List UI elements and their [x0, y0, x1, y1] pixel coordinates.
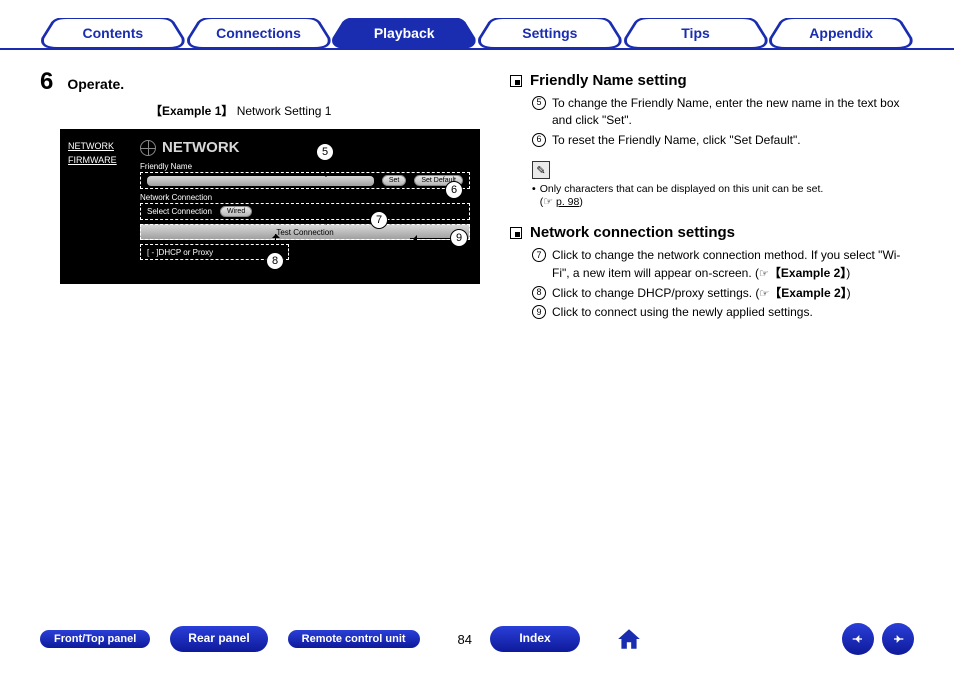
- front-top-panel-button[interactable]: Front/Top panel: [40, 630, 150, 648]
- item-text: To change the Friendly Name, enter the n…: [552, 95, 914, 130]
- friendly-name-input[interactable]: [147, 176, 374, 186]
- item-number: 9: [532, 305, 546, 319]
- select-connection-label: Select Connection: [147, 207, 212, 216]
- item-number: 5: [532, 96, 546, 110]
- screenshot-title: NETWORK: [162, 139, 240, 156]
- next-page-button[interactable]: [882, 623, 914, 655]
- sidebar-link-firmware[interactable]: FIRMWARE: [68, 155, 132, 165]
- item-text: Click to connect using the newly applied…: [552, 304, 813, 321]
- section-network-connection: Network connection settings: [510, 224, 914, 241]
- dhcp-label: [ - ]DHCP or Proxy: [147, 248, 213, 257]
- tab-label: Contents: [83, 25, 144, 41]
- note-bullet: •: [532, 183, 536, 208]
- remote-control-button[interactable]: Remote control unit: [288, 630, 420, 648]
- screenshot-main: NETWORK Friendly Name Set Set Default Ne…: [140, 129, 480, 284]
- screenshot-title-row: NETWORK: [140, 139, 470, 156]
- callout-5: 5: [325, 157, 334, 161]
- item-6: 6 To reset the Friendly Name, click "Set…: [532, 132, 914, 149]
- page-number: 84: [458, 632, 472, 647]
- screenshot-sidebar: NETWORK FIRMWARE: [60, 129, 140, 284]
- home-icon[interactable]: [614, 624, 644, 654]
- page-arrows: [842, 623, 914, 655]
- tab-contents[interactable]: Contents: [40, 18, 186, 48]
- sidebar-link-network[interactable]: NETWORK: [68, 141, 132, 151]
- friendly-name-label: Friendly Name: [140, 162, 470, 171]
- index-button[interactable]: Index: [490, 626, 580, 651]
- note-text: Only characters that can be displayed on…: [540, 183, 824, 195]
- callout-6-number: 6: [445, 181, 463, 199]
- example-caption: 【Example 1】 Network Setting 1: [150, 102, 480, 119]
- callout-9: 9: [410, 229, 468, 247]
- note-line: • Only characters that can be displayed …: [532, 183, 914, 208]
- section-heading: Friendly Name setting: [530, 72, 687, 89]
- item-number: 7: [532, 248, 546, 262]
- section-heading: Network connection settings: [530, 224, 735, 241]
- wired-button[interactable]: Wired: [220, 206, 252, 217]
- tab-label: Connections: [216, 25, 301, 41]
- item-text: To reset the Friendly Name, click "Set D…: [552, 132, 801, 149]
- callout-8-number: 8: [266, 252, 284, 270]
- hand-icon: ☞: [543, 196, 553, 208]
- section-friendly-name: Friendly Name setting: [510, 72, 914, 89]
- tab-appendix[interactable]: Appendix: [768, 18, 914, 48]
- top-tabs: Contents Connections Playback Settings T…: [0, 0, 954, 50]
- item-text: Click to change DHCP/proxy settings. (☞【…: [552, 285, 851, 303]
- globe-icon: [140, 140, 156, 156]
- select-connection-row: Select Connection Wired: [140, 203, 470, 220]
- callout-7: 7: [320, 211, 388, 229]
- network-connection-items: 7 Click to change the network connection…: [532, 247, 914, 322]
- item-number: 8: [532, 286, 546, 300]
- friendly-name-items: 5 To change the Friendly Name, enter the…: [532, 95, 914, 149]
- rear-panel-button[interactable]: Rear panel: [170, 626, 267, 651]
- callout-7-number: 7: [370, 211, 388, 229]
- section-bullet-icon: [510, 75, 522, 87]
- item-text: Click to change the network connection m…: [552, 247, 914, 282]
- callout-8: 8: [275, 252, 284, 270]
- section-bullet-icon: [510, 227, 522, 239]
- note-icon: ✎: [532, 161, 550, 179]
- example-text: Network Setting 1: [237, 104, 332, 118]
- tab-label: Tips: [681, 25, 710, 41]
- step-number: 6: [40, 68, 53, 96]
- tab-label: Playback: [374, 25, 435, 41]
- tab-tips[interactable]: Tips: [623, 18, 769, 48]
- tab-connections[interactable]: Connections: [186, 18, 332, 48]
- callout-9-number: 9: [450, 229, 468, 247]
- tab-playback[interactable]: Playback: [331, 18, 477, 48]
- bottom-nav: Front/Top panel Rear panel Remote contro…: [0, 623, 954, 655]
- page-ref-link[interactable]: p. 98: [556, 196, 579, 208]
- item-7: 7 Click to change the network connection…: [532, 247, 914, 282]
- item-number: 6: [532, 133, 546, 147]
- right-column: Friendly Name setting 5 To change the Fr…: [510, 68, 914, 324]
- item-5: 5 To change the Friendly Name, enter the…: [532, 95, 914, 130]
- example-label: 【Example 1】: [150, 104, 233, 118]
- tab-settings[interactable]: Settings: [477, 18, 623, 48]
- callout-6: 6: [395, 181, 463, 199]
- callout-5-number: 5: [316, 143, 334, 161]
- item-8: 8 Click to change DHCP/proxy settings. (…: [532, 285, 914, 303]
- step-title: Operate.: [67, 76, 124, 92]
- prev-page-button[interactable]: [842, 623, 874, 655]
- item-9: 9 Click to connect using the newly appli…: [532, 304, 914, 321]
- tab-label: Appendix: [809, 25, 873, 41]
- page-content: 6 Operate. 【Example 1】 Network Setting 1…: [0, 50, 954, 324]
- tab-label: Settings: [522, 25, 577, 41]
- left-column: 6 Operate. 【Example 1】 Network Setting 1…: [40, 68, 480, 324]
